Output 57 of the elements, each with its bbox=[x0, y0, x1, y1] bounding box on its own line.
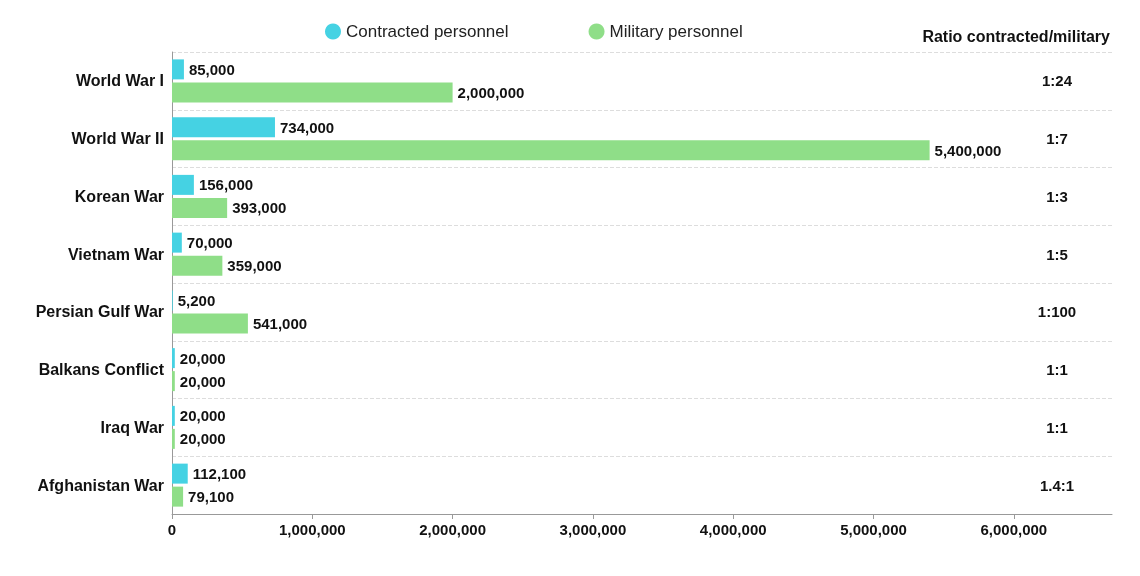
data-label: 112,100 bbox=[192, 465, 247, 483]
x-tick-label: 3,000,000 bbox=[559, 521, 627, 538]
x-tick-label: 1,000,000 bbox=[278, 521, 346, 538]
data-label: 5,400,000 bbox=[934, 141, 1002, 159]
bar bbox=[172, 140, 930, 161]
y-tick-label: Afghanistan War bbox=[37, 476, 164, 494]
bar bbox=[172, 174, 194, 195]
data-label: 5,200 bbox=[177, 291, 216, 309]
bar bbox=[172, 82, 453, 103]
bar bbox=[172, 232, 182, 253]
data-label: 20,000 bbox=[179, 407, 226, 425]
legend-label: Contracted personnel bbox=[346, 22, 509, 41]
bar bbox=[172, 255, 223, 276]
y-tick-label: World War II bbox=[71, 130, 164, 148]
text: Ratio contracted/military bbox=[922, 27, 1111, 45]
y-tick-label: Persian Gulf War bbox=[35, 303, 164, 321]
annotation: 1:5 bbox=[1046, 245, 1068, 263]
bar bbox=[172, 405, 175, 426]
x-tick-label: 2,000,000 bbox=[419, 521, 486, 538]
bar bbox=[172, 371, 175, 392]
data-label: 156,000 bbox=[198, 176, 254, 194]
bar bbox=[172, 117, 275, 138]
data-label: 359,000 bbox=[227, 257, 282, 275]
data-label: 2,000,000 bbox=[457, 83, 525, 101]
data-label: 20,000 bbox=[179, 349, 226, 367]
bar bbox=[172, 59, 184, 80]
data-label: 20,000 bbox=[179, 372, 226, 390]
data-label: 20,000 bbox=[179, 430, 226, 448]
bar bbox=[172, 197, 228, 218]
data-label: 734,000 bbox=[279, 118, 335, 136]
annotation: 1:100 bbox=[1037, 303, 1077, 321]
x-tick-label: 6,000,000 bbox=[980, 521, 1048, 538]
data-label: 541,000 bbox=[252, 314, 308, 332]
y-tick-label: World War I bbox=[76, 72, 164, 90]
data-label: 79,100 bbox=[188, 488, 234, 506]
bar bbox=[172, 313, 248, 334]
legend-label: Military personnel bbox=[609, 22, 743, 41]
annotation: 1:3 bbox=[1046, 187, 1068, 205]
y-tick-label: Korean War bbox=[74, 187, 164, 205]
bar bbox=[172, 348, 175, 369]
data-label: 85,000 bbox=[188, 60, 235, 78]
bar bbox=[172, 486, 184, 507]
annotation: 1:1 bbox=[1046, 418, 1068, 436]
data-label: 393,000 bbox=[232, 199, 287, 217]
annotation: 1.4:1 bbox=[1039, 476, 1075, 494]
data-label: 70,000 bbox=[186, 234, 233, 252]
y-tick-label: Vietnam War bbox=[67, 245, 164, 263]
annotation: 1:1 bbox=[1046, 361, 1068, 379]
bar bbox=[172, 463, 188, 484]
annotation: 1:24 bbox=[1041, 72, 1073, 90]
x-tick-label: 0 bbox=[167, 521, 177, 538]
y-tick-label: Iraq War bbox=[100, 418, 164, 436]
x-tick-label: 4,000,000 bbox=[699, 521, 767, 538]
y-tick-label: Balkans Conflict bbox=[38, 361, 165, 379]
x-tick-label: 5,000,000 bbox=[840, 521, 907, 538]
bar bbox=[172, 428, 175, 449]
annotation: 1:7 bbox=[1046, 130, 1068, 148]
